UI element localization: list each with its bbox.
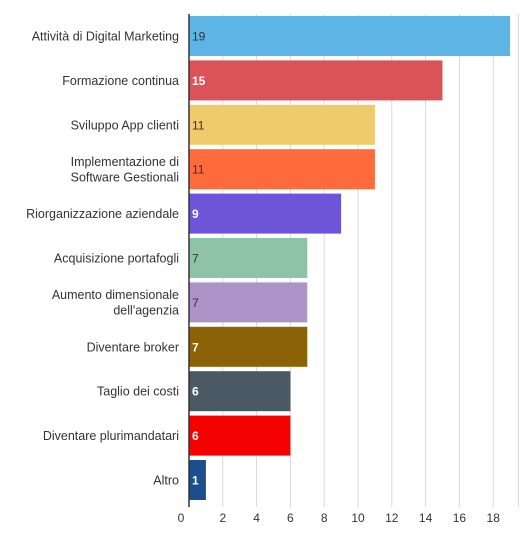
bar bbox=[189, 238, 308, 278]
x-tick-label: 16 bbox=[453, 511, 467, 525]
category-labels: Attività di Digital Marketing Formazione … bbox=[26, 30, 179, 488]
category-label: Sviluppo App clienti bbox=[71, 118, 179, 132]
value-label: 7 bbox=[192, 296, 199, 310]
category-label: Diventare broker bbox=[87, 340, 179, 354]
bar bbox=[189, 104, 375, 145]
bar bbox=[189, 282, 308, 323]
category-label: Diventare plurimandatari bbox=[43, 429, 179, 443]
x-tick-label: 14 bbox=[419, 511, 433, 525]
value-label: 7 bbox=[192, 252, 199, 266]
x-axis-ticks: 0 2 4 6 8 10 12 14 16 18 bbox=[178, 511, 501, 525]
x-tick-label: 0 bbox=[178, 511, 185, 525]
bars bbox=[189, 16, 511, 500]
bar bbox=[189, 326, 308, 367]
bar bbox=[189, 371, 291, 412]
bar bbox=[189, 60, 443, 101]
category-label: Riorganizzazione aziendale bbox=[26, 207, 179, 221]
value-label: 6 bbox=[192, 429, 199, 443]
category-label: Acquisizione portafogli bbox=[54, 252, 179, 266]
x-tick-label: 2 bbox=[219, 511, 226, 525]
category-label: Formazione continua bbox=[62, 74, 179, 88]
value-label: 1 bbox=[192, 474, 199, 488]
value-label: 11 bbox=[192, 163, 205, 177]
bar bbox=[189, 149, 375, 190]
value-label: 6 bbox=[192, 385, 199, 399]
x-tick-label: 8 bbox=[321, 511, 328, 525]
value-label: 15 bbox=[192, 74, 206, 88]
category-label: Taglio dei costi bbox=[97, 385, 179, 399]
value-label: 7 bbox=[192, 340, 199, 354]
value-label: 9 bbox=[192, 207, 199, 221]
category-label: Attività di Digital Marketing bbox=[32, 30, 179, 44]
x-tick-label: 10 bbox=[351, 511, 365, 525]
bar bbox=[189, 193, 342, 234]
category-label: Implementazione di Software Gestionali bbox=[71, 155, 179, 185]
value-label: 11 bbox=[192, 118, 205, 132]
category-label: Aumento dimensionale dell'agenzia bbox=[52, 288, 179, 318]
value-labels: 19 15 11 11 9 7 7 7 6 6 1 bbox=[192, 30, 206, 488]
x-tick-label: 12 bbox=[385, 511, 399, 525]
bar bbox=[189, 16, 511, 56]
bar bbox=[189, 460, 206, 500]
value-label: 19 bbox=[192, 30, 206, 44]
bar bbox=[189, 415, 291, 456]
category-label: Altro bbox=[153, 474, 179, 488]
x-tick-label: 6 bbox=[287, 511, 294, 525]
x-tick-label: 4 bbox=[253, 511, 260, 525]
x-tick-label: 18 bbox=[487, 511, 501, 525]
